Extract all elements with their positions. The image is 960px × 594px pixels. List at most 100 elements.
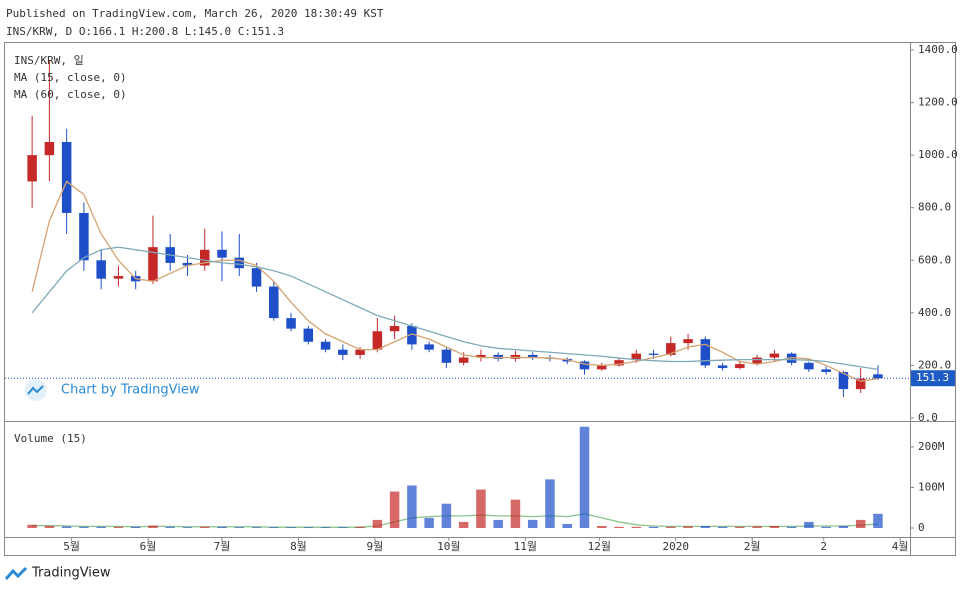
volume-bar — [786, 526, 797, 528]
volume-bar — [303, 527, 314, 528]
volume-bar — [27, 524, 37, 528]
candle-body — [476, 354, 486, 358]
volume-bar — [562, 523, 572, 528]
candle-body — [821, 369, 831, 372]
candle-body — [579, 361, 590, 370]
volume-ma-line — [32, 513, 878, 528]
volume-bar — [44, 525, 55, 528]
candle-body — [752, 357, 762, 365]
candle-body — [389, 326, 400, 332]
volume-bar — [96, 526, 106, 528]
volume-bar — [476, 489, 486, 528]
candle-body — [217, 249, 227, 258]
volume-bar — [700, 525, 711, 528]
candle-body — [355, 349, 365, 355]
volume-bar — [648, 526, 659, 528]
candle-body — [804, 362, 814, 370]
x-tick-label: 2020 — [662, 540, 689, 553]
x-tick-label: 5월 — [63, 540, 80, 553]
y-tick-label: 200M — [918, 440, 945, 453]
candle-body — [458, 357, 469, 363]
candle-body — [683, 339, 693, 344]
volume-bar — [234, 527, 245, 528]
chart-title: Published on TradingView.com, March 26, … — [6, 7, 384, 20]
candle-body — [769, 353, 780, 358]
volume-bar — [320, 527, 331, 528]
volume-label: Volume (15) — [14, 432, 87, 445]
candle-body — [286, 318, 296, 329]
volume-bar — [286, 527, 296, 528]
x-tick-label: 11월 — [514, 540, 537, 553]
volume-bar — [217, 526, 227, 528]
candle-body — [96, 260, 106, 279]
candle-body — [251, 268, 262, 287]
candle-body — [407, 326, 417, 345]
candle-body — [338, 349, 348, 355]
x-tick-label: 10월 — [437, 540, 460, 553]
y-tick-label: 600.0 — [918, 253, 951, 266]
watermark-icon — [27, 385, 44, 395]
watermark: Chart by TradingView — [25, 379, 200, 401]
volume-bar — [752, 526, 762, 528]
volume-bar — [579, 426, 590, 528]
candle-body — [597, 365, 607, 370]
x-tick-label: 2 — [820, 540, 827, 553]
y-tick-label: 0 — [918, 521, 925, 534]
candle-body — [700, 339, 711, 366]
candle-body — [666, 343, 676, 355]
candle-body — [873, 374, 883, 379]
volume-bar — [389, 491, 400, 528]
candle-body — [735, 364, 745, 369]
volume-bar — [735, 526, 745, 528]
candle-body — [148, 247, 158, 282]
volume-bar — [873, 513, 883, 528]
candle-body — [372, 331, 383, 350]
candle-body — [424, 344, 434, 350]
candle-body — [855, 378, 866, 390]
symbol-label: INS/KRW, 일 — [14, 53, 84, 67]
volume-bar — [769, 525, 780, 528]
volume-bar — [441, 503, 452, 528]
chart-subtitle: INS/KRW, D O:166.1 H:200.8 L:145.0 C:151… — [6, 25, 284, 38]
candle-body — [493, 354, 503, 359]
candle-body — [614, 360, 624, 366]
volume-bar — [61, 526, 72, 528]
volume-bar — [338, 527, 348, 528]
candle-body — [631, 353, 642, 361]
volume-bar — [355, 526, 365, 528]
volume-bar — [148, 525, 158, 528]
x-tick-label: 7월 — [214, 540, 231, 553]
x-tick-label: 8월 — [290, 540, 307, 553]
volume-bar — [372, 519, 383, 528]
footer-text: TradingView — [31, 566, 111, 581]
x-tick-label: 4월 — [892, 540, 909, 553]
y-tick-label: 0.0 — [918, 411, 938, 424]
candle-body — [27, 155, 37, 182]
candle-body — [199, 249, 210, 266]
footer-logo: TradingView — [4, 566, 111, 581]
volume-bar — [182, 527, 193, 528]
candle-body — [182, 262, 193, 266]
candle-body — [441, 349, 452, 363]
y-tick-label: 800.0 — [918, 201, 951, 214]
volume-bar — [130, 526, 141, 528]
volume-bar — [269, 527, 279, 528]
candle-body — [527, 354, 538, 358]
volume-bar — [545, 479, 555, 528]
legend-entry: MA (15, close, 0) — [14, 71, 127, 84]
volume-bar — [79, 526, 89, 528]
candle-body — [113, 276, 124, 279]
y-tick-label: 100M — [918, 481, 945, 494]
candle-body — [648, 353, 659, 355]
x-tick-label: 6월 — [140, 540, 157, 553]
volume-bar — [804, 521, 814, 528]
y-tick-label: 1400.0 — [918, 43, 958, 56]
volume-bar — [493, 519, 503, 528]
y-tick-label: 1200.0 — [918, 96, 958, 109]
candle-body — [303, 328, 314, 342]
y-tick-label: 1000.0 — [918, 148, 958, 161]
plot — [27, 60, 883, 528]
y-tick-label: 400.0 — [918, 306, 951, 319]
candle-body — [838, 372, 849, 390]
volume-bar — [424, 517, 434, 528]
